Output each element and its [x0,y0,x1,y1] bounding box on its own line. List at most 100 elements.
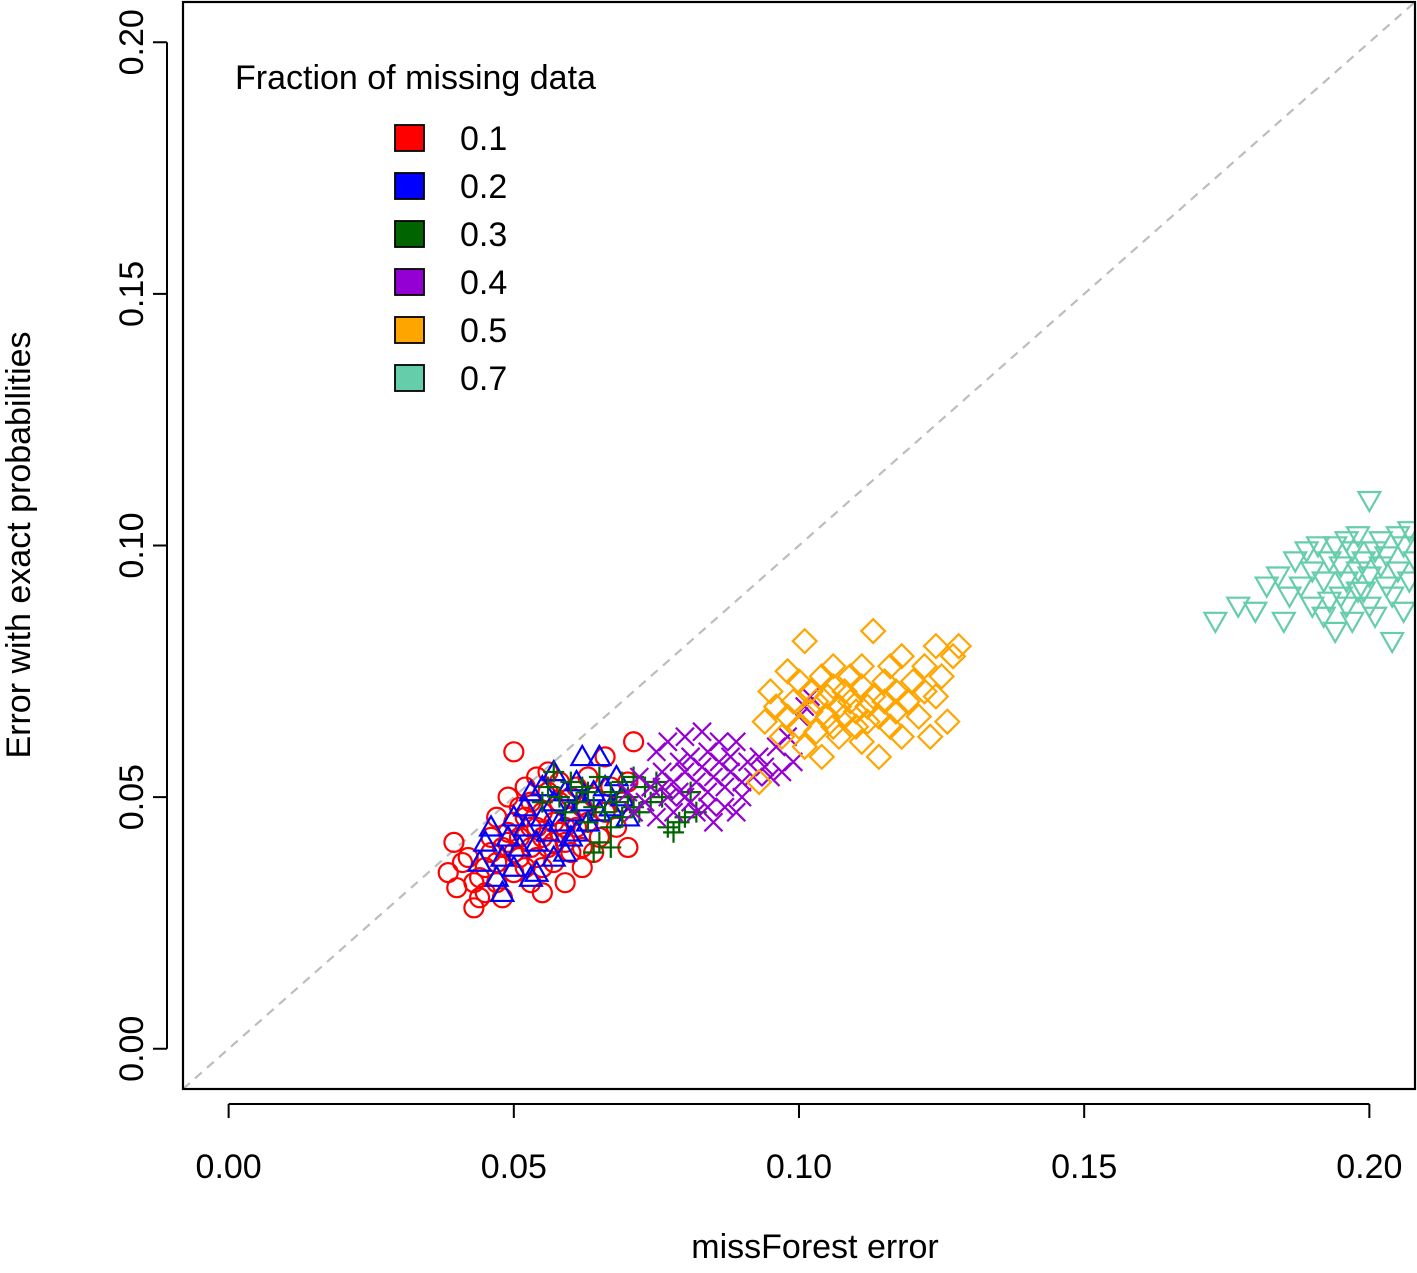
data-point [1379,631,1406,655]
data-point [1265,566,1291,589]
data-point [905,703,933,731]
data-point [1328,556,1354,579]
data-point [928,662,956,690]
data-point [560,841,582,864]
legend-label: 0.7 [460,360,507,398]
data-point [451,851,474,874]
data-point [611,771,633,793]
data-point [457,846,479,869]
data-point [617,836,639,859]
series-0.5 [745,617,973,796]
data-point [675,787,695,807]
data-point [945,632,973,660]
data-point [848,728,876,756]
data-point [692,721,712,742]
data-point [600,816,622,838]
data-point [859,617,887,645]
data-point [785,713,813,741]
data-point [888,723,916,751]
data-point [796,698,824,726]
data-point [472,829,499,852]
data-point [588,766,610,788]
data-point [916,723,944,751]
data-point [737,752,758,772]
data-point [552,839,578,862]
data-point [802,718,830,746]
data-point [882,698,910,726]
legend: Fraction of missing data 0.1 0.2 0.3 0.4 0.5 0… [235,59,596,398]
data-point [520,816,542,838]
data-point [888,642,916,670]
data-point [497,786,519,808]
y-tick-label: 0.20 [113,9,151,75]
data-point [1276,586,1303,609]
data-point [560,771,582,793]
data-point [658,787,678,807]
data-point [503,741,525,763]
data-point [548,786,570,808]
data-point [1373,546,1400,569]
data-point [751,708,779,736]
legend-label: 0.2 [460,168,507,206]
data-point [531,882,553,904]
data-point [486,851,508,874]
data-point [675,726,695,747]
data-point [658,731,678,752]
data-point [1345,526,1371,549]
data-point [571,776,593,798]
data-point [657,816,679,838]
data-point [791,733,819,761]
x-tick-label: 0.10 [766,1148,832,1186]
data-point [669,752,690,772]
data-point [489,879,516,903]
data-point [779,688,807,715]
data-point [1242,601,1269,625]
series-0.7 [1202,490,1415,655]
data-point [506,834,533,857]
plot-frame [181,0,1417,1091]
y-tick-label: 0.05 [113,764,151,830]
data-point [594,801,616,823]
data-point [1316,591,1343,614]
data-point [1333,596,1360,620]
legend-label: 0.1 [460,120,507,158]
data-point [523,859,550,882]
data-point [1379,586,1406,609]
data-point [1367,531,1394,554]
data-point [876,652,904,680]
data-point [443,831,465,854]
data-point [663,821,684,843]
data-point [1253,576,1280,599]
data-point [715,777,735,797]
data-point [686,802,707,823]
data-point [754,757,775,777]
legend-label: 0.5 [460,312,507,350]
x-tick-label: 0.05 [481,1148,547,1186]
data-point [1356,490,1383,514]
data-point [848,652,876,680]
data-point [865,743,893,771]
data-point [646,807,667,828]
y-tick-label: 0.00 [113,1016,151,1082]
data-point [463,897,485,919]
data-point [819,672,847,700]
data-point [594,746,616,768]
data-point [583,842,605,863]
data-point [500,854,527,877]
data-point [1322,621,1348,645]
data-point [537,776,559,798]
data-point [825,723,853,751]
data-point [466,849,493,872]
data-point [622,731,645,753]
data-point [474,856,496,879]
legend-label: 0.3 [460,216,507,254]
data-point [554,801,576,823]
data-point [600,836,622,858]
data-point [796,678,824,705]
data-point [668,811,690,833]
data-point [558,824,584,847]
data-point [617,786,639,808]
data-point [618,782,638,802]
